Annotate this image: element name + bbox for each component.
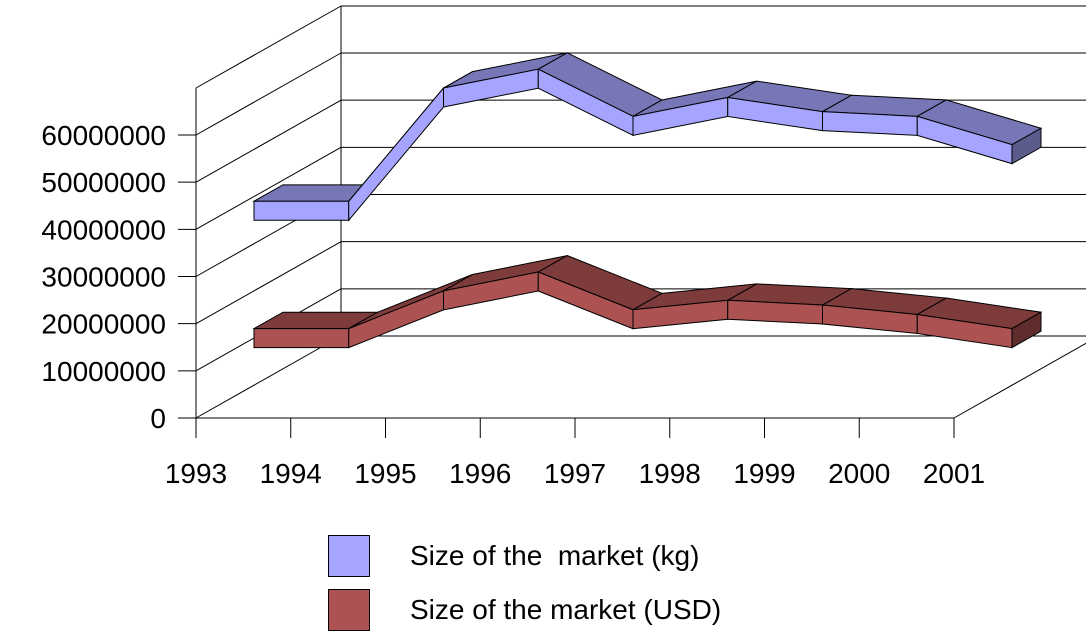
side-wall-top [196, 6, 341, 88]
x-tick-label: 1995 [354, 458, 416, 489]
market-chart: 0 10000000 20000000 30000000 40000000 5000000… [0, 0, 1086, 530]
side-wall-gridline [196, 242, 341, 324]
ribbon-front-face [254, 329, 349, 348]
side-wall-gridline [196, 336, 341, 418]
series-layer [254, 53, 1041, 348]
y-tick-label: 10000000 [41, 356, 166, 387]
y-tick-label: 40000000 [41, 214, 166, 245]
y-tick-label: 50000000 [41, 167, 166, 198]
x-tick-label: 1997 [544, 458, 606, 489]
x-tick-label: 2001 [923, 458, 985, 489]
y-tick-label: 60000000 [41, 120, 166, 151]
ribbon-front-face [823, 112, 918, 136]
x-tick-label: 1993 [165, 458, 227, 489]
x-tick-label: 1996 [449, 458, 511, 489]
side-wall-gridline [196, 53, 341, 135]
y-tick-label: 0 [150, 403, 166, 434]
x-tick-label: 1994 [260, 458, 322, 489]
floor-right-edge [954, 336, 1086, 418]
ribbon-front-face [728, 300, 823, 324]
x-axis-tick-labels: 1993 1994 1995 1996 1997 1998 1999 2000 2001 [165, 458, 985, 489]
legend-item-usd: Size of the market (USD) [328, 586, 721, 634]
legend: Size of the market (kg) Size of the mark… [328, 532, 721, 640]
y-tick-label: 30000000 [41, 262, 166, 293]
ribbon-front-face [349, 88, 444, 220]
legend-label-kg: Size of the market (kg) [410, 540, 699, 572]
series-ribbon-0 [254, 53, 1041, 220]
x-tick-label: 1998 [639, 458, 701, 489]
side-wall-gridline [196, 100, 341, 182]
legend-swatch-usd [328, 589, 370, 631]
legend-item-kg: Size of the market (kg) [328, 532, 721, 580]
x-tick-label: 1999 [733, 458, 795, 489]
legend-swatch-kg [328, 535, 370, 577]
legend-label-usd: Size of the market (USD) [410, 594, 721, 626]
ribbon-front-face [254, 201, 349, 220]
y-axis-tick-labels: 0 10000000 20000000 30000000 40000000 5000000… [41, 120, 166, 434]
x-tick-label: 2000 [828, 458, 890, 489]
y-tick-label: 20000000 [41, 309, 166, 340]
series-ribbon-1 [254, 256, 1041, 348]
